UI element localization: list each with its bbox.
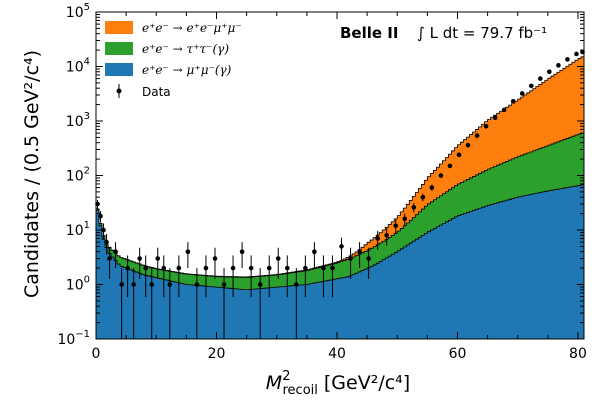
x-tick-label: 0 (92, 346, 101, 362)
data-point (294, 282, 299, 287)
data-point (143, 266, 148, 271)
data-point (177, 266, 182, 271)
data-point (285, 266, 290, 271)
data-point (412, 205, 417, 210)
legend-label-ee-mumu: e⁺e⁻ → e⁺e⁻μ⁺μ⁻ (142, 21, 242, 35)
data-point (384, 233, 389, 238)
data-point (195, 282, 200, 287)
legend-label-mumu: e⁺e⁻ → μ⁺μ⁻(γ) (142, 63, 232, 77)
data-point (186, 249, 191, 254)
data-point (113, 249, 118, 254)
data-point (565, 57, 570, 62)
data-point (439, 173, 444, 178)
data-point (231, 266, 236, 271)
x-tick-label: 60 (449, 346, 467, 362)
data-point (556, 63, 561, 68)
x-axis-label-sup: 2 (282, 369, 290, 384)
data-point (107, 256, 112, 261)
data-point (339, 244, 344, 249)
data-point (520, 91, 525, 96)
data-point (155, 256, 160, 261)
data-point (276, 256, 281, 261)
data-point (402, 217, 407, 222)
data-point (98, 214, 103, 219)
experiment-label: Belle II (340, 24, 398, 42)
x-tick-label: 20 (208, 346, 226, 362)
data-point (204, 266, 209, 271)
y-tick-label: 101 (66, 220, 90, 239)
legend-swatch-tautau (105, 42, 133, 55)
data-point (330, 266, 335, 271)
x-axis-label-main: M (266, 372, 282, 394)
data-point (249, 266, 254, 271)
data-point (222, 282, 227, 287)
data-point (448, 164, 453, 169)
data-point (149, 282, 154, 287)
x-axis-label: M2 recoil [GeV²/c⁴] (266, 369, 410, 398)
y-tick-label: 105 (66, 2, 90, 21)
x-tick-label: 40 (328, 346, 346, 362)
data-point (502, 108, 507, 113)
data-point (348, 256, 353, 261)
data-point (357, 249, 362, 254)
x-axis-label-unit: [GeV²/c⁴] (324, 372, 410, 394)
data-point (375, 236, 380, 241)
y-tick-label: 103 (66, 111, 90, 130)
data-point (574, 52, 579, 57)
data-point (511, 99, 516, 104)
y-axis-label: Candidates / (0.5 GeV²/c⁴) (21, 50, 43, 298)
y-tick-label: 104 (66, 57, 90, 76)
data-point (484, 124, 489, 129)
data-point (529, 84, 534, 89)
data-point (430, 185, 435, 190)
data-point (366, 256, 371, 261)
luminosity-label: ∫ L dt = 79.7 fb⁻¹ (417, 24, 547, 42)
data-point (303, 266, 308, 271)
data-point (547, 69, 552, 74)
data-point (137, 256, 142, 261)
data-point (168, 282, 173, 287)
data-point (240, 249, 245, 254)
data-point (312, 249, 317, 254)
data-point (213, 256, 218, 261)
legend-label-tautau: e⁺e⁻ → τ⁺τ⁻(γ) (142, 42, 229, 56)
y-tick-label: 10−1 (57, 329, 90, 348)
y-tick-label: 100 (66, 275, 90, 294)
data-point (457, 152, 462, 157)
data-point (131, 282, 136, 287)
x-axis-label-sub: recoil (282, 383, 317, 398)
legend-data-marker (117, 89, 122, 94)
data-point (161, 266, 166, 271)
data-point (393, 223, 398, 228)
x-tick-label: 80 (569, 346, 587, 362)
data-point (538, 76, 543, 81)
data-point (466, 143, 471, 148)
legend-swatch-ee-mumu (105, 21, 133, 34)
data-point (421, 195, 426, 200)
data-point (321, 266, 326, 271)
legend: e⁺e⁻ → e⁺e⁻μ⁺μ⁻ e⁺e⁻ → τ⁺τ⁻(γ) e⁺e⁻ → μ⁺… (105, 21, 242, 99)
legend-label-data: Data (142, 85, 171, 99)
data-point (475, 133, 480, 138)
data-point (119, 282, 124, 287)
data-point (493, 115, 498, 120)
data-point (267, 266, 272, 271)
data-point (125, 266, 130, 271)
histogram-bars (96, 57, 584, 339)
legend-swatch-mumu (105, 63, 133, 76)
data-point (258, 282, 263, 287)
y-tick-label: 102 (66, 166, 90, 185)
data-point (104, 240, 109, 245)
